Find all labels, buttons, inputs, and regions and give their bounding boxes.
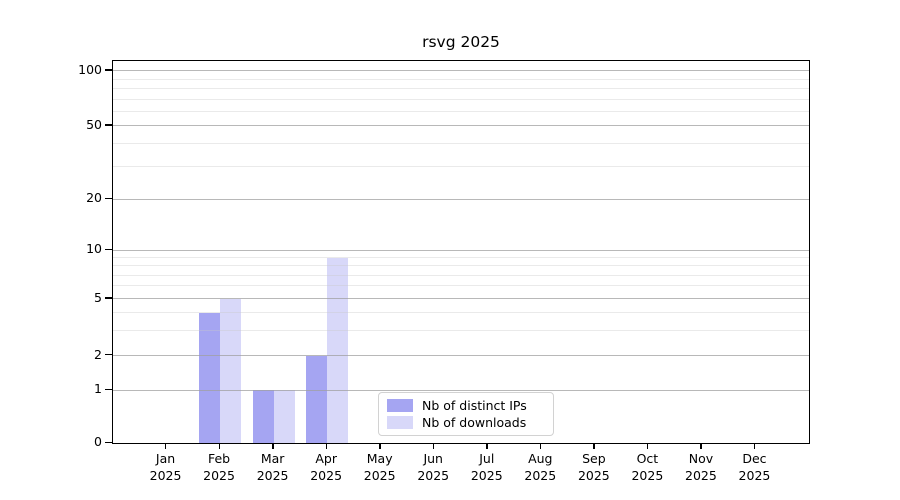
x-tick-label: Dec 2025 <box>738 451 771 483</box>
x-tick-mark <box>272 444 274 449</box>
x-tick-mark <box>486 444 488 449</box>
minor-gridline <box>113 265 809 267</box>
major-gridline <box>113 125 809 127</box>
y-tick-mark <box>105 197 112 200</box>
legend-item-distinct-ips: Nb of distinct IPs <box>387 398 545 413</box>
major-gridline <box>113 389 809 391</box>
bar-distinct-ips <box>306 355 328 443</box>
legend-label: Nb of distinct IPs <box>422 397 527 413</box>
y-tick-mark <box>105 388 112 391</box>
x-tick-label: May 2025 <box>363 451 396 483</box>
y-tick-label: 20 <box>86 190 102 206</box>
x-tick-label: Aug 2025 <box>524 451 557 483</box>
x-tick-label: Jul 2025 <box>470 451 503 483</box>
y-tick-label: 1 <box>94 381 102 397</box>
bar-distinct-ips <box>252 390 274 443</box>
x-tick-mark <box>753 444 756 449</box>
x-tick-mark <box>432 444 435 449</box>
major-gridline <box>113 70 809 72</box>
bar-downloads <box>327 257 349 443</box>
x-tick-label: Oct 2025 <box>631 451 664 483</box>
y-tick-label: 100 <box>78 61 102 77</box>
y-tick-mark <box>105 69 112 71</box>
y-tick-mark <box>105 248 112 250</box>
x-tick-mark <box>646 444 649 449</box>
y-tick-mark <box>105 124 112 126</box>
minor-gridline <box>113 98 809 100</box>
minor-gridline <box>113 329 809 331</box>
plot-area <box>112 60 810 444</box>
bar-downloads <box>220 298 242 443</box>
major-gridline <box>113 249 809 251</box>
x-tick-mark <box>165 444 167 449</box>
x-tick-mark <box>539 444 542 449</box>
legend: Nb of distinct IPs Nb of downloads <box>378 392 554 436</box>
minor-gridline <box>113 78 809 80</box>
legend-item-downloads: Nb of downloads <box>387 415 545 430</box>
y-tick-label: 5 <box>94 289 102 305</box>
chart-title: rsvg 2025 <box>422 33 500 51</box>
major-gridline <box>113 198 809 200</box>
x-tick-label: Jun 2025 <box>417 451 450 483</box>
y-tick-label: 2 <box>94 346 102 362</box>
minor-gridline <box>113 274 809 276</box>
y-tick-mark <box>105 354 112 356</box>
minor-gridline <box>113 312 809 314</box>
x-tick-mark <box>218 444 220 449</box>
y-tick-mark <box>105 441 112 443</box>
distinct-ips-swatch-icon <box>387 398 413 412</box>
x-tick-label: Sep 2025 <box>577 451 610 483</box>
y-tick-label: 0 <box>94 434 102 449</box>
minor-gridline <box>113 285 809 287</box>
bar-downloads <box>273 390 295 443</box>
y-tick-label: 10 <box>86 241 102 257</box>
minor-gridline <box>113 257 809 258</box>
minor-gridline <box>113 166 809 168</box>
x-tick-label: Jan 2025 <box>149 451 182 483</box>
x-tick-mark <box>700 444 702 449</box>
y-tick-label: 50 <box>86 116 102 132</box>
minor-gridline <box>113 143 809 145</box>
major-gridline <box>113 298 809 300</box>
minor-gridline <box>113 110 809 112</box>
legend-label: Nb of downloads <box>422 415 527 431</box>
x-tick-mark <box>325 444 328 449</box>
x-tick-label: Apr 2025 <box>310 451 343 483</box>
bar-distinct-ips <box>199 312 221 443</box>
x-tick-mark <box>593 444 595 449</box>
y-tick-mark <box>105 297 112 299</box>
x-tick-mark <box>379 444 381 449</box>
major-gridline <box>113 355 809 357</box>
downloads-swatch-icon <box>387 416 413 430</box>
x-tick-label: Mar 2025 <box>256 451 289 483</box>
x-tick-label: Nov 2025 <box>685 451 717 483</box>
x-tick-label: Feb 2025 <box>203 451 235 483</box>
minor-gridline <box>113 88 809 90</box>
